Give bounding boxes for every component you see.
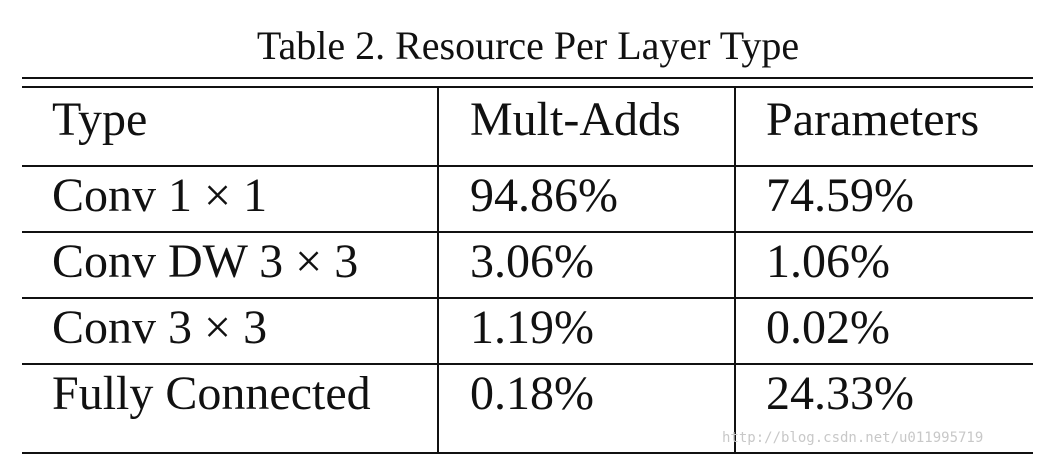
row-rule-3 (22, 363, 1033, 365)
row-mult-adds-cell: 0.18% (470, 367, 594, 420)
row-mult-adds-cell: 1.19% (470, 301, 594, 354)
row-mult-adds-cell: 94.86% (470, 169, 618, 222)
row-rule-2 (22, 297, 1033, 299)
table-caption: Table 2. Resource Per Layer Type (256, 23, 800, 68)
column-separator-1 (437, 88, 439, 453)
header-type: Type (52, 93, 148, 146)
bottom-rule (22, 452, 1033, 454)
row-rule-1 (22, 231, 1033, 233)
top-rule-inner (22, 86, 1033, 88)
row-parameters-cell: 1.06% (766, 235, 890, 288)
row-parameters-cell: 24.33% (766, 367, 914, 420)
row-type-cell: Conv DW 3 × 3 (52, 235, 359, 288)
row-type-cell: Conv 1 × 1 (52, 169, 268, 222)
column-separator-2 (734, 88, 736, 453)
top-rule-outer (22, 77, 1033, 79)
row-type-cell: Conv 3 × 3 (52, 301, 268, 354)
header-rule (22, 165, 1033, 167)
header-parameters: Parameters (766, 93, 980, 146)
row-mult-adds-cell: 3.06% (470, 235, 594, 288)
watermark-url: http://blog.csdn.net/u011995719 (722, 430, 984, 446)
row-parameters-cell: 0.02% (766, 301, 890, 354)
row-parameters-cell: 74.59% (766, 169, 914, 222)
row-type-cell: Fully Connected (52, 367, 371, 420)
header-mult-adds: Mult-Adds (470, 93, 681, 146)
